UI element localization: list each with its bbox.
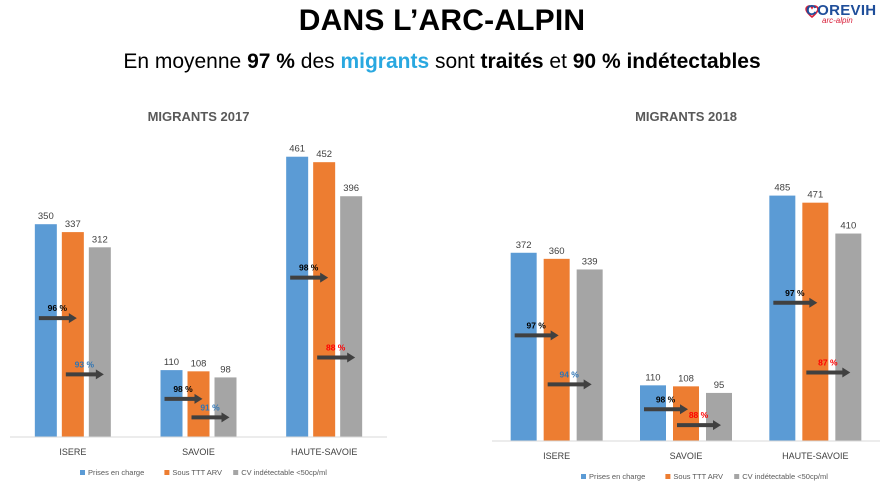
legend-swatch [164, 470, 170, 475]
arrow-head [583, 379, 592, 390]
bar-haute-savoie-1 [313, 162, 336, 437]
legend-label: CV indétectable <50cp/ml [241, 468, 327, 477]
bar-haute-savoie-2 [340, 196, 363, 437]
percentage-annotation: 87 % [818, 358, 838, 368]
percentage-annotation: 91 % [200, 402, 220, 412]
data-label: 396 [343, 183, 359, 194]
arrow-head [550, 330, 559, 341]
data-label: 360 [549, 246, 565, 257]
category-label: SAVOIE [182, 447, 215, 457]
subtitle-part: 90 % indétectables [572, 50, 761, 73]
data-label: 108 [678, 373, 694, 384]
logo-sub: arc-alpin [822, 16, 853, 25]
data-label: 98 [220, 364, 231, 375]
legend-label: Prises en charge [88, 468, 144, 477]
logo-name: COREVIH [806, 2, 877, 19]
legend-label: Prises en charge [589, 472, 645, 481]
legend-label: Sous TTT ARV [673, 472, 723, 481]
arrow-head [809, 297, 818, 308]
arrow-head [680, 404, 688, 415]
data-label: 452 [316, 149, 332, 160]
percentage-annotation: 98 % [299, 263, 319, 273]
bar-haute-savoie-1 [802, 202, 829, 441]
subtitle-part: En moyenne [123, 50, 248, 73]
legend-swatch [80, 470, 85, 475]
percentage-annotation: 88 % [689, 410, 709, 420]
data-label: 312 [92, 234, 108, 245]
data-label: 461 [289, 144, 305, 155]
bar-isere-2 [88, 247, 111, 437]
data-label: 350 [38, 211, 54, 222]
category-label: ISERE [543, 451, 570, 461]
percentage-annotation: 96 % [48, 303, 68, 313]
arrow-head [842, 367, 851, 378]
category-label: SAVOIE [670, 451, 703, 461]
slide-title: DANS L’ARC-ALPIN [298, 4, 586, 37]
bar-isere-0 [34, 224, 57, 437]
legend-swatch [734, 474, 740, 479]
category-label: ISERE [59, 447, 86, 457]
percentage-annotation: 98 % [173, 384, 193, 394]
data-label: 110 [164, 357, 179, 368]
legend-swatch [233, 470, 239, 475]
data-label: 372 [516, 240, 532, 251]
data-label: 110 [645, 372, 660, 383]
chart-title: MIGRANTS 2017 [148, 109, 250, 124]
corevih-logo: COREVIH arc-alpin [800, 2, 884, 28]
percentage-annotation: 97 % [526, 320, 546, 330]
bar-isere-1 [61, 232, 84, 437]
bar-haute-savoie-0 [286, 156, 309, 437]
subtitle-part: migrants [340, 50, 430, 73]
bar-savoie-1 [187, 371, 210, 437]
bar-isere-0 [510, 252, 537, 441]
subtitle-part: des [294, 50, 341, 73]
subtitle-part: traités [480, 50, 544, 73]
percentage-annotation: 94 % [559, 369, 579, 379]
category-label: HAUTE-SAVOIE [291, 447, 357, 457]
arrow-head [320, 272, 329, 283]
data-label: 410 [840, 221, 856, 232]
bar-savoie-1 [673, 386, 699, 441]
bar-isere-1 [543, 258, 570, 441]
bar-haute-savoie-2 [835, 233, 862, 441]
bar-savoie-0 [160, 370, 183, 437]
heart-icon [805, 5, 819, 19]
arrow-head [347, 352, 356, 363]
chart-title: MIGRANTS 2018 [635, 109, 737, 124]
chart-migrants-2018: MIGRANTS 2018 372 360 339 ISERE 110 108 95 SAVOI… [492, 109, 880, 481]
bar-savoie-2 [706, 392, 732, 441]
data-label: 471 [807, 190, 823, 201]
percentage-annotation: 88 % [326, 343, 346, 353]
arrow-head [194, 393, 203, 404]
legend-swatch [581, 474, 586, 479]
percentage-annotation: 97 % [785, 288, 805, 298]
arrow-head [95, 369, 104, 380]
subtitle-part: et [543, 50, 573, 73]
data-label: 485 [774, 183, 790, 194]
arrow-head [221, 412, 230, 423]
bar-haute-savoie-0 [769, 195, 796, 441]
arrow-head [68, 313, 77, 324]
bar-isere-2 [576, 269, 603, 441]
subtitle-part: 97 % [247, 50, 295, 73]
subtitle-part: sont [429, 50, 481, 73]
data-label: 95 [714, 380, 725, 391]
percentage-annotation: 98 % [656, 394, 676, 404]
category-label: HAUTE-SAVOIE [782, 451, 848, 461]
legend-label: CV indétectable <50cp/ml [742, 472, 828, 481]
arrow-head [713, 420, 721, 431]
data-label: 108 [191, 358, 207, 369]
slide-subtitle: En moyenne 97 % des migrants sont traité… [0, 50, 884, 74]
data-label: 337 [65, 219, 81, 230]
data-label: 339 [582, 256, 598, 267]
legend-swatch [665, 474, 671, 479]
bar-savoie-2 [214, 377, 237, 437]
legend-label: Sous TTT ARV [172, 468, 222, 477]
percentage-annotation: 93 % [75, 359, 95, 369]
bar-savoie-0 [640, 385, 666, 441]
chart-migrants-2017: MIGRANTS 2017 350 337 312 ISERE 110 108 98 SAVOI… [10, 109, 387, 477]
